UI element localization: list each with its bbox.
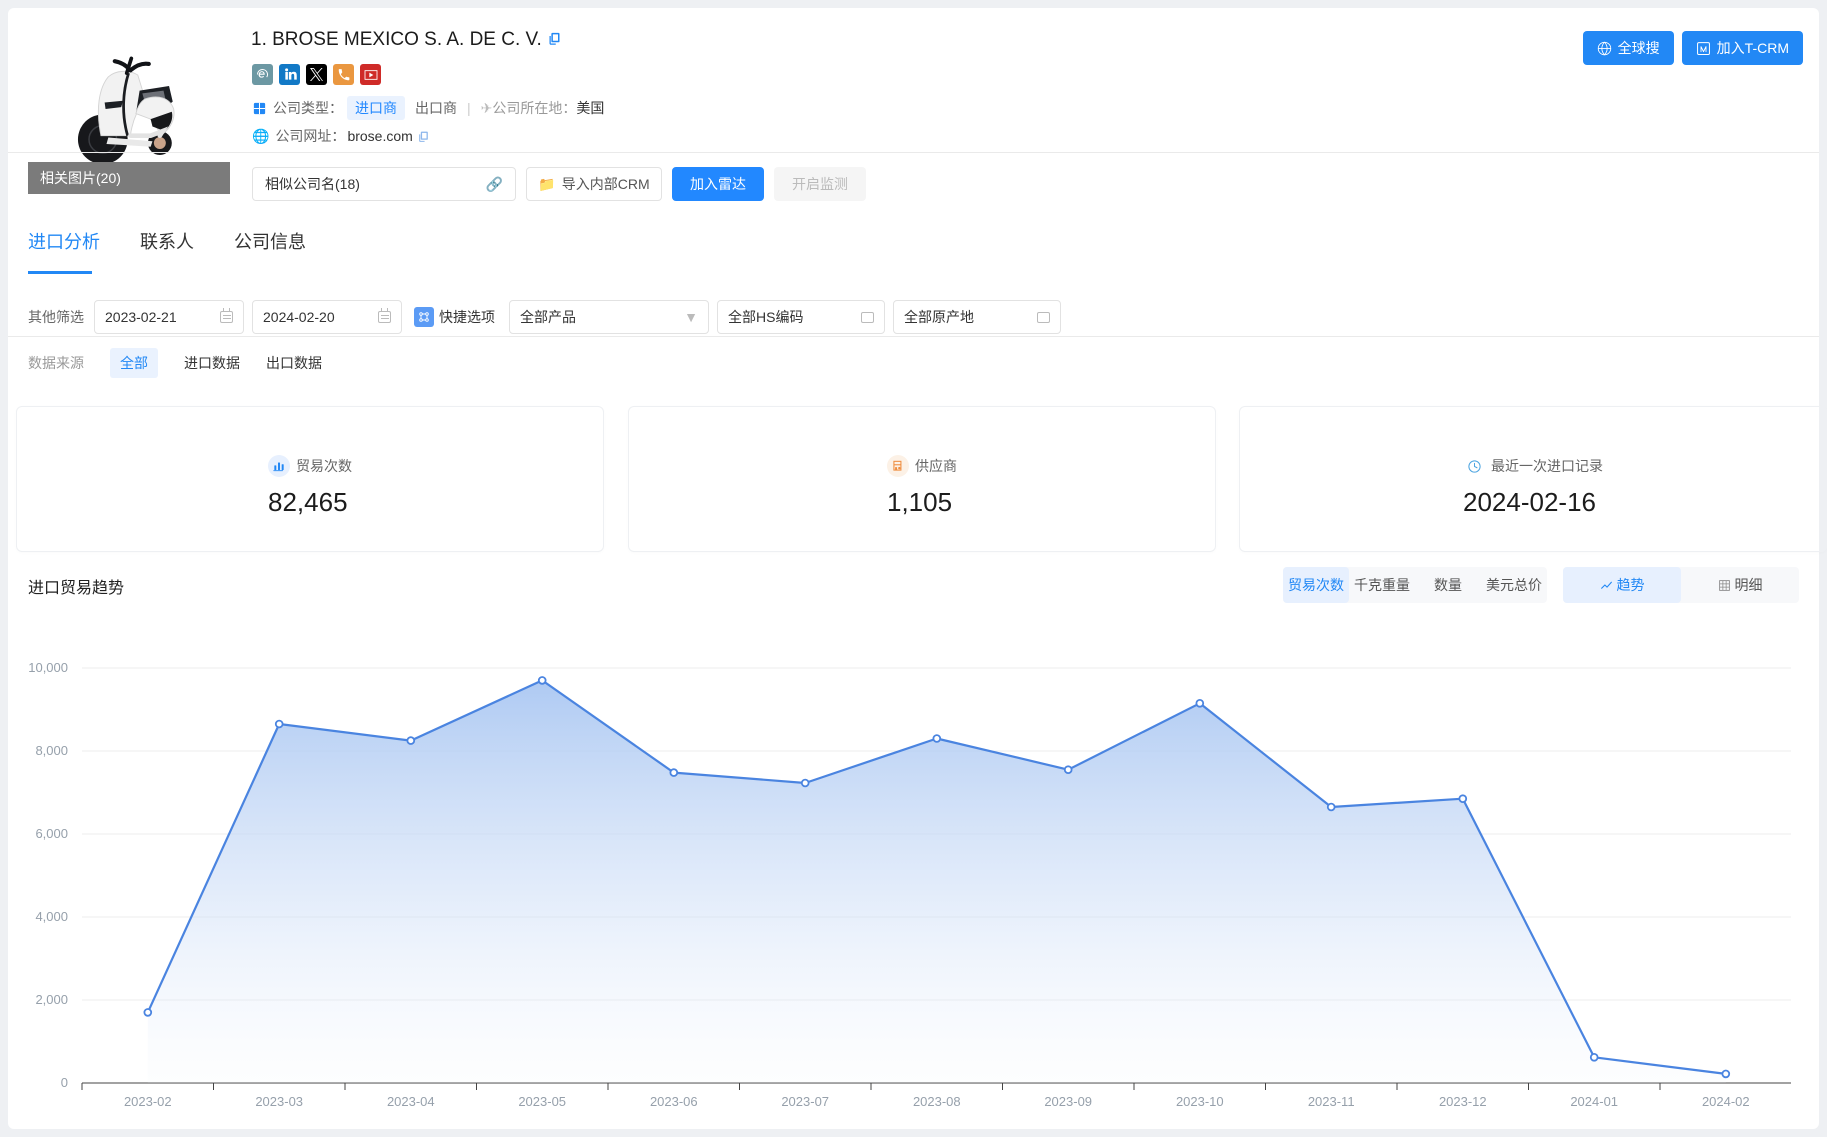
svg-text:4,000: 4,000 [35,909,68,924]
svg-text:2023-02: 2023-02 [124,1094,172,1109]
svg-text:2023-08: 2023-08 [913,1094,961,1109]
svg-text:2024-01: 2024-01 [1570,1094,1618,1109]
svg-text:8,000: 8,000 [35,743,68,758]
svg-text:2023-07: 2023-07 [781,1094,829,1109]
svg-text:2023-03: 2023-03 [255,1094,303,1109]
svg-text:2023-11: 2023-11 [1308,1094,1355,1109]
svg-text:2024-02: 2024-02 [1702,1094,1750,1109]
svg-text:2023-12: 2023-12 [1439,1094,1487,1109]
svg-text:0: 0 [61,1075,68,1090]
svg-text:2023-09: 2023-09 [1044,1094,1092,1109]
svg-text:2023-04: 2023-04 [387,1094,435,1109]
svg-text:2023-05: 2023-05 [518,1094,566,1109]
svg-text:2023-06: 2023-06 [650,1094,698,1109]
svg-text:2023-10: 2023-10 [1176,1094,1224,1109]
svg-text:10,000: 10,000 [28,660,68,675]
svg-text:6,000: 6,000 [35,826,68,841]
svg-text:2,000: 2,000 [35,992,68,1007]
